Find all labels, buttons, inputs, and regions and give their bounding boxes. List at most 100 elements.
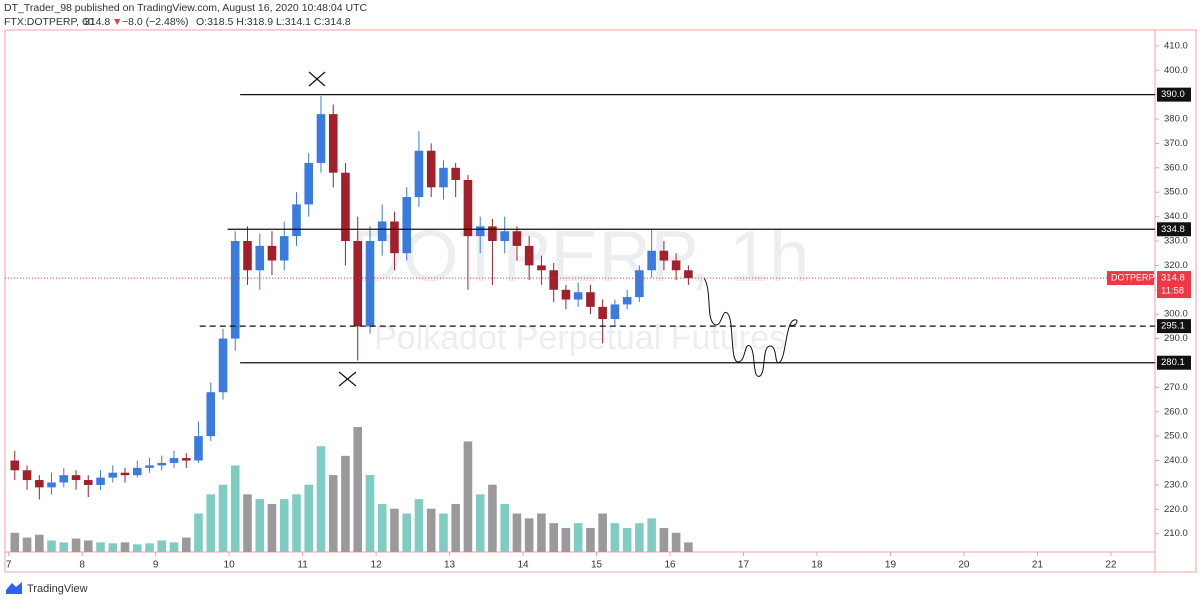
candle-body (439, 167, 448, 188)
candle-body (537, 265, 546, 271)
candle-body (561, 289, 571, 300)
candle-body (96, 477, 105, 485)
volume-bar (157, 540, 167, 552)
volume-bar (304, 484, 313, 552)
candle-body (22, 470, 32, 481)
volume-bar (194, 513, 203, 552)
ohlc: O:318.5 H:318.9 L:314.1 C:314.8 (196, 16, 351, 28)
price-tag-bg (1107, 271, 1154, 286)
x-tick-label: 16 (664, 560, 676, 571)
candle-body (243, 240, 252, 271)
volume-bar (120, 542, 130, 552)
candle-body (304, 162, 313, 205)
volume-bar (598, 513, 607, 552)
volume-bar (549, 523, 558, 552)
x-tick-label: 19 (885, 560, 897, 571)
volume-bar (426, 508, 436, 552)
y-tick-label: 410.0 (1164, 40, 1188, 51)
candle-body (35, 480, 44, 488)
y-tick-label: 300.0 (1164, 309, 1188, 320)
candle-body (610, 304, 620, 320)
volume-bar (659, 527, 669, 552)
volume-bar (316, 446, 326, 552)
level-label-bg (1157, 355, 1191, 370)
candle-body (292, 204, 301, 237)
y-tick-label: 370.0 (1164, 138, 1188, 149)
x-tick-label: 20 (958, 560, 970, 571)
x-tick-label: 13 (444, 560, 456, 571)
volume-bar (83, 540, 93, 552)
candle-body (181, 458, 191, 461)
candle-body (573, 292, 583, 300)
y-tick-label: 230.0 (1164, 479, 1188, 490)
candle-body (390, 221, 399, 254)
candle-body (414, 150, 424, 198)
countdown: 11:58 (1161, 286, 1184, 297)
y-tick-label: 340.0 (1164, 211, 1188, 222)
candle-body (145, 465, 154, 468)
logo-icon (6, 582, 22, 594)
level-label-bg (1157, 319, 1191, 334)
footer-logo: TradingView (6, 582, 88, 595)
frame (4, 29, 1197, 573)
candle-body (365, 240, 375, 327)
volume-bar (463, 441, 473, 552)
volume-bar (537, 513, 546, 552)
candle-body (206, 392, 216, 437)
x-tick-label: 22 (1105, 560, 1117, 571)
candle-body (108, 472, 118, 478)
volume-bar (439, 513, 448, 552)
y-tick-label: 400.0 (1164, 65, 1188, 76)
candle-body (353, 240, 363, 327)
y-tick-label: 290.0 (1164, 333, 1188, 344)
x-tick-label: 9 (153, 560, 159, 571)
candle-body (659, 250, 669, 261)
price-tag: DOTPERP (1111, 272, 1155, 282)
volume-bar (47, 540, 56, 552)
candle-body (230, 240, 240, 339)
publisher: DT_Trader_98 published on TradingView.co… (4, 2, 367, 14)
volume-bar (622, 527, 632, 552)
y-tick-label: 360.0 (1164, 162, 1188, 173)
last-price-label: 314.8 (1161, 273, 1185, 284)
volume-bar (206, 494, 216, 552)
volume-bar (145, 543, 154, 552)
y-tick-label: 350.0 (1164, 187, 1188, 198)
y-tick-label: 240.0 (1164, 455, 1188, 466)
volume-bar (610, 523, 620, 552)
volume-bar (59, 542, 69, 552)
y-tick-label: 270.0 (1164, 382, 1188, 393)
volume-bar (328, 475, 338, 552)
candle-body (377, 221, 387, 241)
watermark-subtitle: Polkadot Perpetual Futures (374, 319, 786, 357)
volume-bar (377, 503, 387, 552)
volume-bar (10, 532, 20, 552)
level-label-bg (1157, 87, 1191, 102)
volume-bar (475, 494, 485, 552)
volume-bar (22, 537, 32, 552)
candle-body (83, 480, 93, 485)
change: −8.0 (−2.48%) (122, 16, 189, 28)
candle-body (622, 297, 632, 305)
volume-bar (96, 542, 105, 552)
volume-bar (500, 503, 509, 552)
candle-body (157, 462, 167, 466)
x-tick-label: 17 (738, 560, 750, 571)
x-tick-label: 15 (591, 560, 603, 571)
candle-body (647, 250, 656, 271)
x-tick-label: 8 (79, 560, 85, 571)
candle-body (451, 167, 460, 181)
candle-body (194, 436, 203, 461)
x-tick-label: 11 (297, 560, 308, 571)
volume-bar (524, 518, 534, 552)
volume-bar (169, 542, 179, 552)
candle-body (59, 475, 69, 483)
projection-sketch (703, 277, 798, 377)
candle-body (586, 292, 595, 307)
volume-bar (267, 503, 277, 552)
volume-bar (365, 475, 375, 552)
volume-bar (341, 455, 350, 552)
candle-body (635, 270, 644, 298)
candle-body (475, 226, 485, 237)
candle-body (218, 338, 228, 393)
